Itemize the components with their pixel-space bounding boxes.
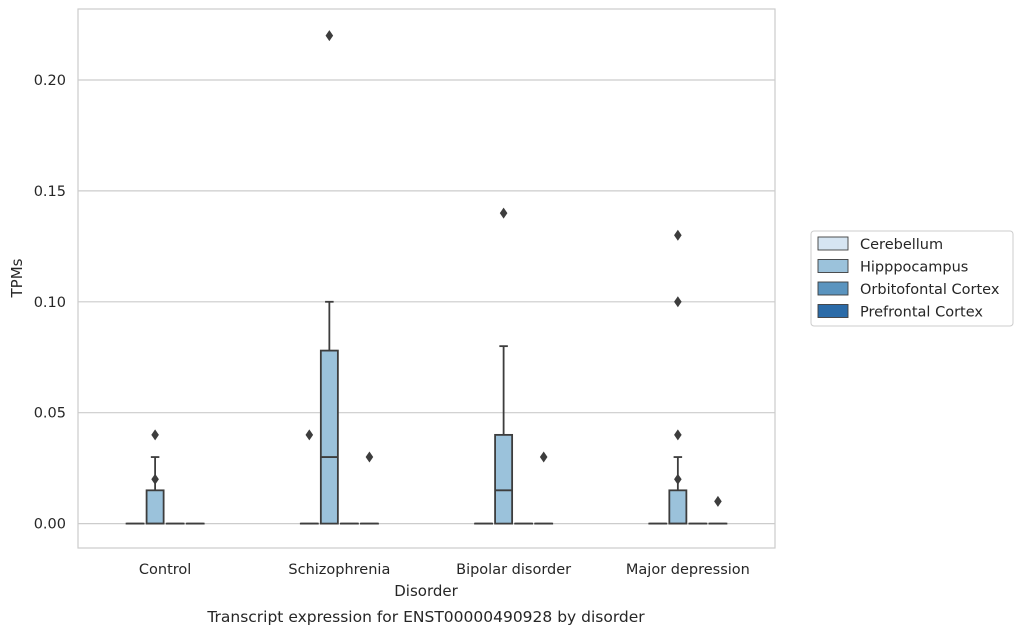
box-iqr — [669, 490, 686, 523]
box-iqr — [321, 351, 338, 524]
outlier-point — [306, 429, 314, 440]
chart-caption: Transcript expression for ENST0000049092… — [206, 608, 645, 626]
outlier-points — [151, 30, 721, 507]
x-axis-ticks: Control Schizophrenia Bipolar disorder Majo… — [139, 562, 750, 578]
outlier-point — [714, 496, 722, 507]
x-tick-label: Bipolar disorder — [456, 562, 571, 578]
x-tick-label: Schizophrenia — [288, 562, 390, 578]
y-tick-label: 0.10 — [34, 295, 66, 311]
box-1-1 — [321, 302, 338, 524]
outlier-point — [366, 452, 374, 463]
outlier-point — [674, 296, 682, 307]
legend-label: Prefrontal Cortex — [860, 305, 983, 321]
legend-swatch — [818, 305, 848, 318]
x-axis-label: Disorder — [394, 582, 458, 600]
legend: Cerebellum Hipppocampus Orbitofontal Corte… — [811, 231, 1013, 326]
legend-label: Cerebellum — [860, 237, 943, 253]
y-tick-label: 0.00 — [34, 517, 66, 533]
box-iqr — [495, 435, 512, 524]
y-tick-label: 0.20 — [34, 73, 66, 89]
outlier-point — [326, 30, 334, 41]
legend-swatch — [818, 282, 848, 295]
outlier-point — [151, 429, 159, 440]
outlier-point — [540, 452, 548, 463]
grid-lines — [78, 80, 775, 524]
outlier-point — [674, 474, 682, 485]
legend-label: Orbitofontal Cortex — [860, 282, 1000, 298]
legend-swatch — [818, 237, 848, 250]
y-tick-label: 0.05 — [34, 406, 66, 422]
outlier-point — [500, 208, 508, 219]
x-tick-label: Control — [139, 562, 191, 578]
y-axis-ticks: 0.00 0.05 0.10 0.15 0.20 — [34, 73, 66, 533]
legend-swatch — [818, 260, 848, 273]
y-tick-label: 0.15 — [34, 184, 66, 200]
outlier-point — [674, 230, 682, 241]
x-tick-label: Major depression — [626, 562, 750, 578]
box-2-1 — [495, 346, 512, 523]
box-iqr — [147, 490, 164, 523]
y-axis-label: TPMs — [8, 258, 26, 298]
legend-label: Hipppocampus — [860, 260, 968, 276]
box-3-1 — [669, 457, 686, 524]
outlier-point — [151, 474, 159, 485]
box-0-1 — [147, 457, 164, 524]
plot-area-frame — [78, 9, 775, 548]
outlier-point — [674, 429, 682, 440]
